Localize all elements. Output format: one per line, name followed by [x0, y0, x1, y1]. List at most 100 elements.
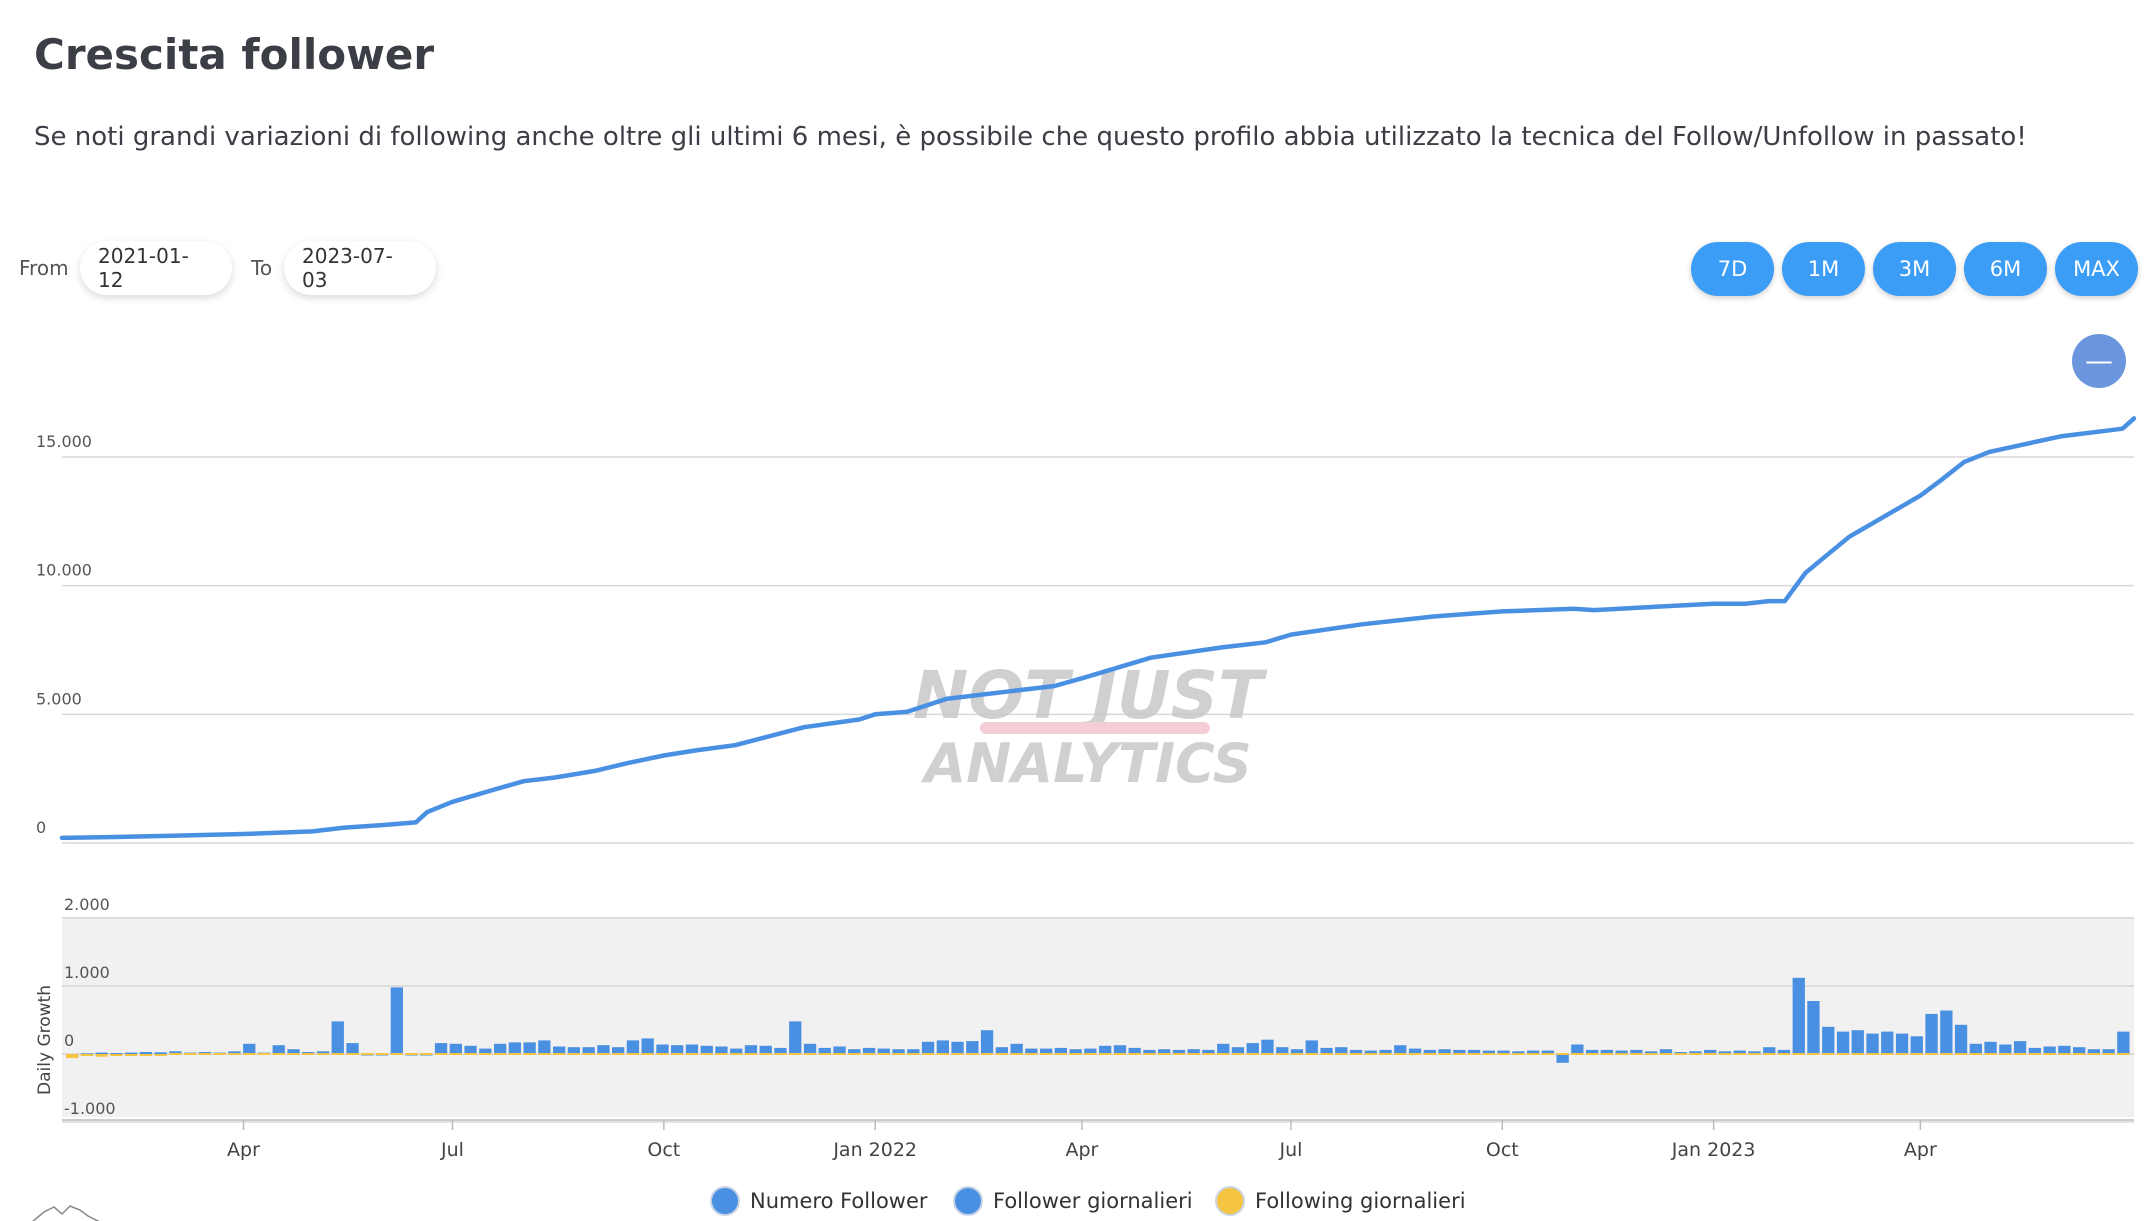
following-daily-bar: [1718, 1053, 1732, 1055]
legend-item-numero-follower[interactable]: Numero Follower: [710, 1186, 928, 1216]
following-daily-bar: [759, 1053, 772, 1055]
following-daily-bar: [1276, 1053, 1289, 1055]
following-daily-bar: [80, 1054, 94, 1056]
following-daily-bar: [198, 1053, 212, 1055]
following-daily-bar: [877, 1053, 890, 1055]
following-daily-bar: [582, 1053, 595, 1055]
follower-daily-bar: [877, 1048, 890, 1054]
follower-daily-bar: [1408, 1048, 1422, 1054]
x-tick-label: Jul: [440, 1139, 464, 1161]
legend-label: Numero Follower: [750, 1189, 928, 1213]
follower-daily-bar: [1290, 1049, 1304, 1054]
from-label: From: [19, 256, 69, 280]
following-daily-bar: [1349, 1053, 1363, 1055]
following-daily-bar: [1733, 1053, 1746, 1055]
following-daily-bar: [612, 1053, 625, 1055]
zoom-max-button[interactable]: MAX: [2055, 242, 2138, 296]
follower-daily-bar: [1349, 1049, 1363, 1054]
reset-zoom-button[interactable]: —: [2072, 334, 2126, 388]
follower-daily-bar: [2087, 1049, 2100, 1054]
from-date-input[interactable]: 2021-01-12: [80, 241, 232, 295]
follower-daily-bar: [730, 1048, 743, 1054]
following-daily-bar: [1659, 1053, 1673, 1055]
following-daily-bar: [243, 1053, 256, 1055]
follower-daily-bar: [1733, 1050, 1746, 1054]
following-daily-bar: [1482, 1053, 1495, 1055]
follower-daily-bar: [626, 1040, 640, 1054]
follower-daily-bar: [1438, 1049, 1451, 1054]
following-daily-bar: [1217, 1053, 1230, 1055]
follower-daily-bar: [715, 1046, 728, 1054]
legend-item-following-giornalieri[interactable]: Following giornalieri: [1215, 1186, 1466, 1216]
legend-dot-icon: [1215, 1186, 1245, 1216]
follower-daily-bar: [1261, 1039, 1274, 1054]
x-tick-label: Oct: [647, 1139, 680, 1161]
following-daily-bar: [1084, 1053, 1097, 1055]
follower-daily-bar: [1866, 1033, 1879, 1054]
following-daily-bar: [390, 1053, 403, 1055]
to-date-input[interactable]: 2023-07-03: [284, 241, 436, 295]
following-daily-bar: [169, 1053, 182, 1055]
following-daily-bar: [1512, 1053, 1525, 1055]
following-daily-bar: [257, 1053, 271, 1055]
follower-daily-bar: [434, 1043, 448, 1054]
following-daily-bar: [995, 1053, 1008, 1055]
zoom-1m-button[interactable]: 1M: [1782, 242, 1865, 296]
follower-daily-bar: [980, 1030, 994, 1054]
following-daily-bar: [966, 1053, 979, 1055]
follower-daily-bar: [2102, 1049, 2115, 1054]
follower-daily-bar: [818, 1047, 831, 1054]
following-daily-bar: [1954, 1053, 1968, 1055]
following-daily-bar: [1527, 1053, 1540, 1055]
following-daily-bar: [1453, 1053, 1466, 1055]
following-daily-bar: [1836, 1053, 1850, 1055]
follower-daily-bar: [1748, 1051, 1761, 1054]
follower-daily-bar: [1054, 1047, 1067, 1054]
following-daily-bar: [1556, 1053, 1569, 1055]
watermark-line2: ANALYTICS: [920, 732, 1251, 795]
following-daily-bar: [1910, 1053, 1923, 1055]
following-daily-bar: [154, 1054, 167, 1056]
follower-daily-bar: [1276, 1047, 1289, 1054]
following-daily-bar: [1423, 1053, 1436, 1055]
zoom-7d-button[interactable]: 7D: [1691, 242, 1774, 296]
y-tick-label: 2.000: [64, 895, 110, 914]
follower-daily-bar: [582, 1047, 595, 1054]
x-tick-label: Oct: [1486, 1139, 1519, 1161]
follower-daily-bar: [1659, 1049, 1673, 1054]
following-daily-bar: [1438, 1053, 1451, 1055]
follower-daily-bar: [494, 1043, 507, 1054]
following-daily-bar: [1748, 1053, 1761, 1055]
following-daily-bar: [1172, 1053, 1186, 1055]
zoom-3m-button[interactable]: 3M: [1873, 242, 1956, 296]
follower-daily-bar: [1305, 1040, 1318, 1054]
legend-label: Follower giornalieri: [993, 1189, 1193, 1213]
following-daily-bar: [494, 1053, 507, 1055]
following-daily-bar: [538, 1053, 551, 1055]
following-daily-bar: [1763, 1053, 1776, 1055]
following-daily-bar: [1645, 1053, 1658, 1055]
following-daily-bar: [66, 1054, 79, 1059]
following-daily-bar: [361, 1053, 374, 1055]
follower-daily-bar: [2028, 1047, 2041, 1054]
legend-item-follower-giornalieri[interactable]: Follower giornalieri: [953, 1186, 1193, 1216]
following-daily-bar: [420, 1053, 433, 1055]
follower-daily-bar: [567, 1047, 580, 1054]
following-daily-bar: [2058, 1053, 2071, 1055]
zoom-6m-button[interactable]: 6M: [1964, 242, 2047, 296]
following-daily-bar: [110, 1054, 123, 1056]
legend-dot-icon: [710, 1186, 740, 1216]
follower-daily-bar: [892, 1049, 905, 1054]
follower-daily-bar: [1822, 1026, 1835, 1054]
follower-daily-bar: [125, 1052, 138, 1055]
follower-daily-bar: [1600, 1049, 1613, 1054]
follower-daily-bar: [272, 1045, 285, 1054]
following-daily-bar: [2073, 1053, 2086, 1055]
following-daily-bar: [1128, 1053, 1141, 1055]
follower-daily-bar: [287, 1049, 300, 1054]
following-daily-bar: [302, 1053, 315, 1055]
follower-daily-bar: [1630, 1049, 1643, 1054]
follower-daily-bar: [331, 1021, 344, 1054]
follower-daily-bar: [862, 1047, 876, 1054]
follower-daily-bar: [2013, 1041, 2027, 1054]
